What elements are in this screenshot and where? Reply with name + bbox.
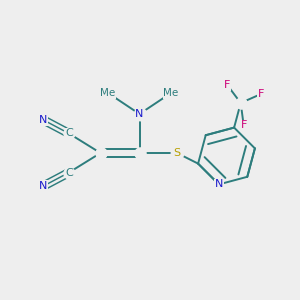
Text: F: F (241, 121, 247, 130)
Text: N: N (135, 109, 144, 119)
Text: S: S (173, 148, 181, 158)
Text: Me: Me (100, 88, 116, 98)
Text: C: C (65, 128, 73, 139)
Text: N: N (39, 181, 48, 191)
Text: F: F (258, 89, 264, 99)
Text: F: F (224, 80, 230, 90)
Text: C: C (65, 167, 73, 178)
Text: Me: Me (164, 88, 178, 98)
Text: N: N (215, 179, 223, 189)
Text: N: N (39, 115, 48, 125)
